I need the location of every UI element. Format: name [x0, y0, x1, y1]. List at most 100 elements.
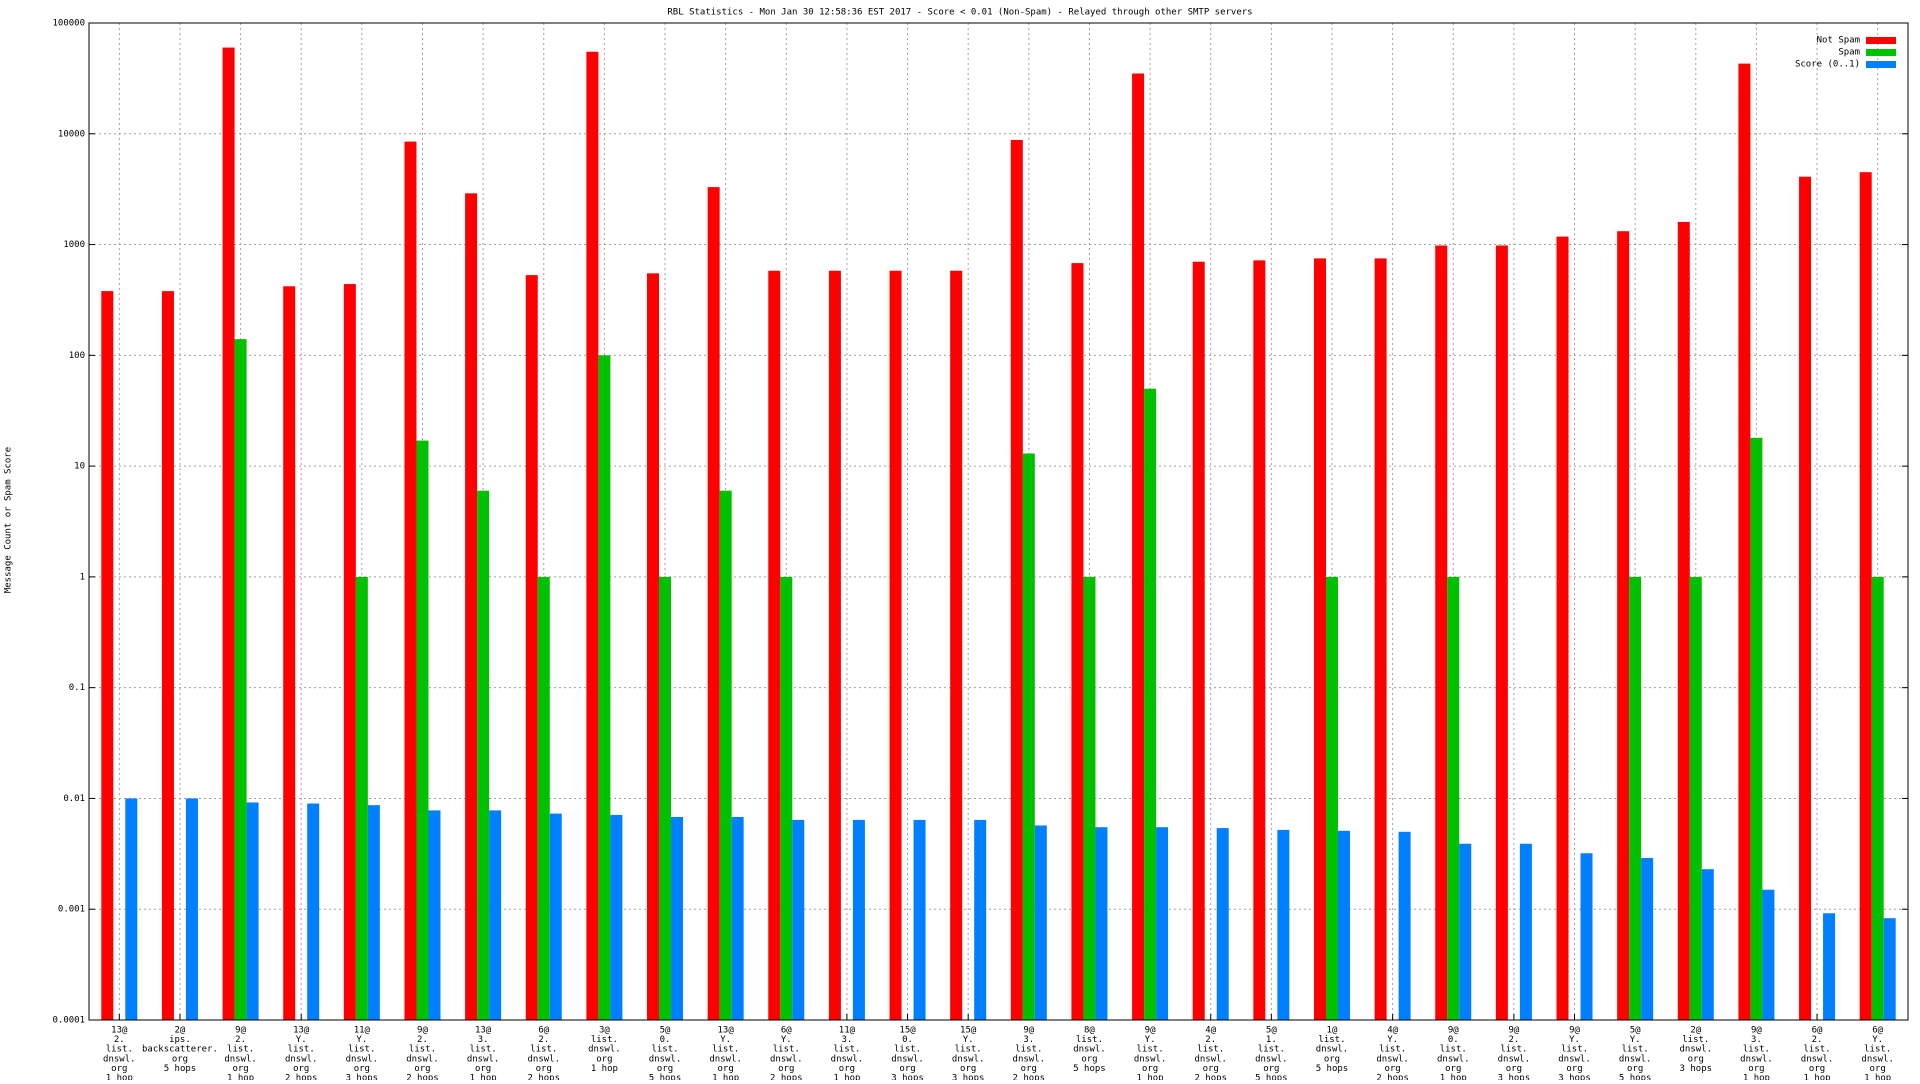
x-tick-label: Y.: [720, 1035, 731, 1045]
bar: [222, 47, 235, 1020]
x-tick-label: dnswl.: [891, 1054, 924, 1064]
x-tick-label: list.: [773, 1045, 800, 1055]
x-tick-label: list.: [591, 1035, 618, 1045]
x-tick-label: 3.: [841, 1035, 852, 1045]
bar: [1277, 829, 1290, 1020]
x-tick-label: dnswl.: [1619, 1054, 1652, 1064]
x-tick-label: 6@: [538, 1026, 549, 1036]
x-tick-label: 4@: [1387, 1026, 1398, 1036]
bar: [343, 284, 356, 1020]
x-tick-label: list.: [1743, 1045, 1770, 1055]
x-tick-label: dnswl.: [346, 1054, 379, 1064]
x-tick-label: dnswl.: [224, 1054, 257, 1064]
x-tick-label: dnswl.: [831, 1054, 864, 1064]
x-tick-label: 1 hop: [227, 1074, 254, 1081]
bar: [1617, 231, 1630, 1021]
x-tick-label: 2.: [1508, 1035, 1519, 1045]
x-tick-label: list.: [1804, 1045, 1831, 1055]
legend-label: Score (0..1): [1795, 60, 1860, 70]
x-tick-label: list.: [1076, 1035, 1103, 1045]
x-tick-label: dnswl.: [649, 1054, 682, 1064]
x-tick-label: 2 hops: [1376, 1074, 1409, 1081]
x-tick-label: 5@: [1630, 1026, 1641, 1036]
x-tick-label: org: [1688, 1054, 1704, 1064]
y-tick-label: 1000: [63, 240, 85, 250]
x-tick-label: Y.: [1145, 1035, 1156, 1045]
bar: [731, 816, 744, 1020]
bar: [1738, 63, 1751, 1020]
x-tick-label: org: [414, 1064, 430, 1074]
bar: [1677, 221, 1690, 1020]
bar: [671, 816, 684, 1020]
x-tick-label: dnswl.: [1558, 1054, 1591, 1064]
bar: [950, 270, 963, 1021]
x-tick-label: org: [475, 1064, 491, 1074]
legend-swatch: [1866, 49, 1896, 56]
bar: [586, 51, 599, 1021]
x-tick-label: 1 hop: [833, 1074, 860, 1081]
x-tick-label: 3 hops: [952, 1074, 985, 1081]
x-tick-label: 13@: [718, 1026, 735, 1036]
x-tick-label: 6@: [1812, 1026, 1823, 1036]
y-tick-label: 10000: [58, 129, 85, 139]
x-tick-label: Y.: [963, 1035, 974, 1045]
bar: [234, 339, 247, 1020]
bar: [1192, 261, 1205, 1021]
x-tick-label: 1 hop: [591, 1064, 618, 1074]
x-tick-label: dnswl.: [1194, 1054, 1227, 1064]
x-tick-label: org: [1081, 1054, 1097, 1064]
x-tick-label: org: [899, 1064, 915, 1074]
x-tick-label: 13@: [293, 1026, 310, 1036]
y-tick-label: 10: [74, 462, 85, 472]
x-tick-label: org: [1809, 1064, 1825, 1074]
y-axis-label: Message Count or Spam Score: [4, 447, 14, 593]
x-tick-label: org: [1203, 1064, 1219, 1074]
x-tick-label: 2 hops: [285, 1074, 318, 1081]
x-tick-label: dnswl.: [1801, 1054, 1834, 1064]
x-tick-label: Y.: [356, 1035, 367, 1045]
bar: [598, 355, 611, 1020]
x-tick-label: 9@: [235, 1026, 246, 1036]
x-tick-label: list.: [651, 1045, 678, 1055]
x-tick-label: dnswl.: [1498, 1054, 1531, 1064]
x-tick-label: dnswl.: [952, 1054, 985, 1064]
x-tick-label: 2.: [417, 1035, 428, 1045]
bar: [1435, 245, 1448, 1020]
bar: [1823, 913, 1836, 1020]
x-tick-label: list.: [1622, 1045, 1649, 1055]
bar: [1132, 73, 1145, 1020]
bar: [1374, 258, 1387, 1020]
bar: [719, 490, 732, 1020]
x-tick-label: 13@: [475, 1026, 492, 1036]
y-tick-label: 100000: [52, 19, 85, 29]
x-tick-label: 3 hops: [1558, 1074, 1591, 1081]
bar: [828, 270, 841, 1021]
bar: [768, 270, 781, 1021]
x-tick-label: 0.: [1448, 1035, 1459, 1045]
x-tick-label: 2@: [175, 1026, 186, 1036]
x-tick-label: org: [1384, 1064, 1400, 1074]
x-tick-label: dnswl.: [527, 1054, 560, 1064]
x-tick-label: 2.: [1205, 1035, 1216, 1045]
bar: [1253, 260, 1266, 1020]
x-tick-label: 3 hops: [1498, 1074, 1531, 1081]
bar: [416, 440, 429, 1020]
bar: [1071, 263, 1084, 1020]
x-tick-label: 1 hop: [712, 1074, 739, 1081]
x-tick-label: 4@: [1205, 1026, 1216, 1036]
x-tick-label: org: [596, 1054, 612, 1064]
bar: [185, 798, 198, 1020]
x-tick-label: 2.: [1812, 1035, 1823, 1045]
bar: [610, 814, 623, 1020]
x-tick-label: 2.: [538, 1035, 549, 1045]
x-tick-label: 5 hops: [1316, 1064, 1349, 1074]
bar: [1144, 388, 1157, 1020]
x-tick-label: 1 hop: [1743, 1074, 1770, 1081]
x-tick-label: org: [354, 1064, 370, 1074]
bar: [792, 819, 805, 1020]
x-tick-label: 5 hops: [164, 1064, 197, 1074]
bar: [1799, 176, 1812, 1020]
x-tick-label: backscatterer.: [142, 1045, 218, 1055]
x-tick-label: list.: [227, 1045, 254, 1055]
bar: [1325, 576, 1338, 1020]
